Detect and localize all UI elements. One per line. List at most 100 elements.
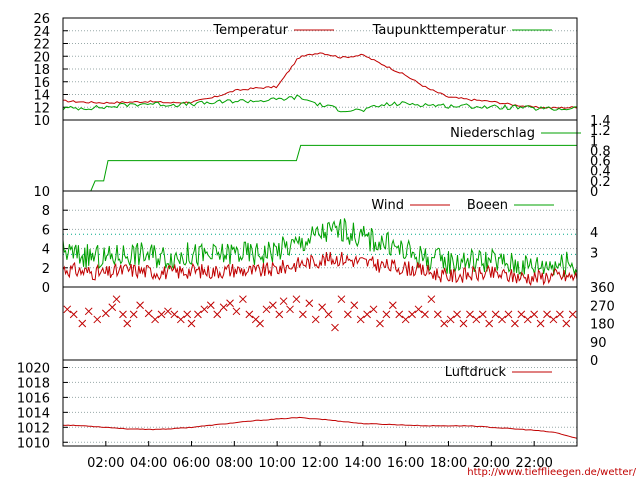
wind-direction-point xyxy=(226,299,234,308)
wind-direction-point xyxy=(363,310,371,319)
wind-direction-point xyxy=(245,310,254,319)
wind-direction-point xyxy=(331,323,339,332)
y2-tick-label: 1 xyxy=(590,134,598,149)
wind-direction-point xyxy=(446,315,455,324)
wind-direction-point xyxy=(183,310,192,319)
wind-direction-point xyxy=(356,315,365,324)
wind-direction-point xyxy=(459,319,468,328)
y-tick-label: 22 xyxy=(33,38,50,53)
y-tick-label: 20 xyxy=(33,50,50,65)
y-tick-label: 1016 xyxy=(17,391,50,406)
legend-label: Boeen xyxy=(467,198,508,213)
wind-direction-point xyxy=(543,310,551,319)
legend-label: Taupunkttemperatur xyxy=(372,23,507,38)
wind-direction-point xyxy=(337,295,346,304)
y-tick-label: 6 xyxy=(42,223,50,238)
x-tick-label: 08:00 xyxy=(216,456,253,471)
x-tick-label: 20:00 xyxy=(473,456,510,471)
x-tick-label: 06:00 xyxy=(173,456,210,471)
wind-direction-point xyxy=(63,305,72,314)
y-tick-label: 1020 xyxy=(17,361,50,376)
temperature-line xyxy=(62,52,578,109)
y-tick-label: 10 xyxy=(33,185,50,200)
precipitation-panel: 00.20.40.60.811.21.4 Niederschlag xyxy=(62,114,611,200)
dewpoint-line xyxy=(62,94,577,113)
wind-direction-point xyxy=(286,305,294,314)
y-tick-label: 2 xyxy=(42,262,50,277)
x-tick-label: 18:00 xyxy=(430,456,467,471)
wind-direction-point xyxy=(200,305,209,314)
pressure-line xyxy=(62,416,578,439)
y-tick-label: 4 xyxy=(42,243,50,258)
y2-tick-label: 270 xyxy=(590,299,615,314)
wind-direction-point xyxy=(485,319,494,328)
wind-direction-point xyxy=(119,310,127,319)
wind-direction-point xyxy=(194,310,202,319)
wind-direction-point xyxy=(401,315,410,324)
wind-direction-point xyxy=(269,301,277,310)
wind-direction-point xyxy=(568,310,577,319)
wind-direction-point xyxy=(478,310,487,319)
wind-direction-panel: 0 90 180 270 360 xyxy=(62,281,615,369)
wind-direction-point xyxy=(523,315,532,324)
y-tick-label: 26 xyxy=(33,12,50,27)
wind-direction-point xyxy=(466,310,474,319)
y-tick-label: 0 xyxy=(42,281,50,296)
y-tick-label: 8 xyxy=(42,204,50,219)
wind-direction-point xyxy=(350,301,359,310)
wind-direction-point xyxy=(84,307,93,316)
credit-link[interactable]: http://www.tiefflieegen.de/wetter/ xyxy=(467,467,636,478)
gust-line xyxy=(62,218,578,278)
legend-label: Temperatur xyxy=(212,23,288,38)
wind-direction-point xyxy=(101,309,110,318)
wind-direction-point xyxy=(324,310,333,319)
y-tick-label: 16 xyxy=(33,76,50,91)
wind-line xyxy=(62,251,578,287)
x-tick-label: 02:00 xyxy=(87,456,124,471)
y-tick-label: 18 xyxy=(33,63,50,78)
wind-direction-point xyxy=(157,310,166,319)
wind-direction-point xyxy=(562,319,571,328)
x-tick-label: 04:00 xyxy=(130,456,167,471)
x-tick-label: 22:00 xyxy=(515,456,552,471)
wind-direction-point xyxy=(144,309,153,318)
y-tick-label: 1010 xyxy=(17,436,50,451)
panel-frame xyxy=(62,286,578,361)
wind-direction-point xyxy=(256,319,264,328)
wind-direction-point xyxy=(491,310,500,319)
y-tick-label: 1018 xyxy=(17,376,50,391)
wind-direction-point xyxy=(453,310,461,319)
wind-direction-point xyxy=(112,295,121,304)
wind-direction-point xyxy=(440,319,449,328)
wind-direction-point xyxy=(421,310,429,319)
y-tick-label: 14 xyxy=(33,89,50,104)
wind-direction-point xyxy=(318,303,326,312)
wind-panel: 0 2 4 6 8 10 3 4 Wind Boeen xyxy=(33,185,598,296)
wind-direction-point xyxy=(433,310,442,319)
y-tick-label: 24 xyxy=(33,25,50,40)
x-tick-label: 16:00 xyxy=(387,456,424,471)
wind-direction-point xyxy=(376,319,384,328)
wind-direction-point xyxy=(395,310,404,319)
y2-tick-label: 0.2 xyxy=(590,175,611,190)
wind-direction-point xyxy=(414,305,423,314)
precipitation-line xyxy=(63,144,577,192)
wind-direction-point xyxy=(213,310,222,319)
wind-direction-point xyxy=(511,319,519,328)
y2-tick-label: 0 xyxy=(590,185,598,200)
wind-direction-point xyxy=(78,319,87,328)
wind-direction-point xyxy=(305,299,314,308)
wind-direction-point xyxy=(299,310,307,319)
wind-direction-point xyxy=(164,307,172,316)
y2-tick-label: 0 xyxy=(590,354,598,369)
legend-label: Wind xyxy=(371,198,404,213)
wind-direction-point xyxy=(472,315,481,324)
y2-tick-label: 3 xyxy=(590,246,598,261)
wind-direction-point xyxy=(292,295,301,304)
wind-direction-point xyxy=(93,315,102,324)
wind-direction-point xyxy=(536,319,545,328)
